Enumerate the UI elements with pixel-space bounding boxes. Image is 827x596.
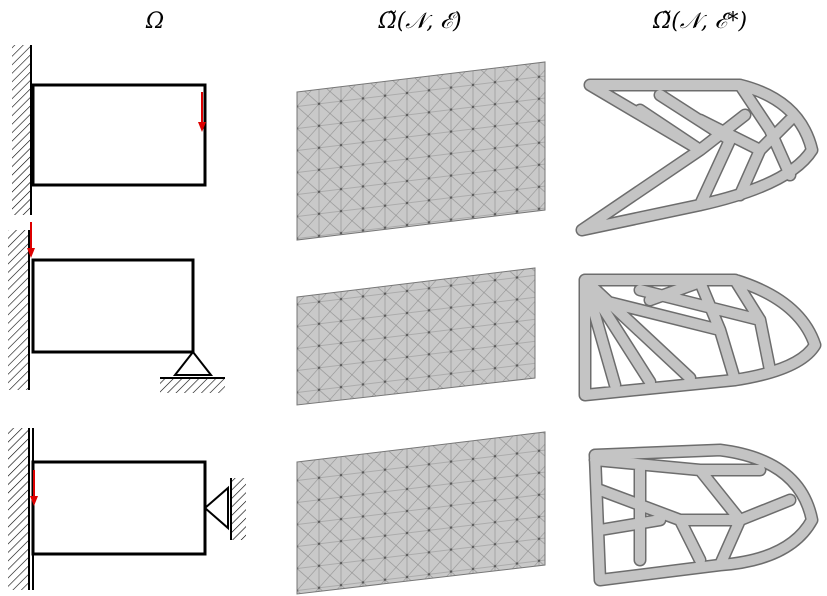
ground-structure <box>297 268 535 405</box>
domain-2 <box>8 222 225 393</box>
column-header: Ω̃(𝒩, ℰ) <box>377 9 461 34</box>
column-header: Ω̃(𝒩, ℰ*) <box>652 9 747 34</box>
page: Ω Ω̃(𝒩, ℰ) Ω̃(𝒩, ℰ*) (() => <box>0 0 827 596</box>
optimized-truss <box>582 85 812 230</box>
domain-3 <box>8 428 246 590</box>
optimized-truss <box>595 450 812 580</box>
ground-structure <box>297 432 545 594</box>
domain-1 <box>12 45 206 215</box>
figure: Ω Ω̃(𝒩, ℰ) Ω̃(𝒩, ℰ*) <box>0 0 827 596</box>
optimized-truss <box>585 280 815 395</box>
column-header: Ω <box>145 9 164 34</box>
ground-structure <box>297 62 545 240</box>
